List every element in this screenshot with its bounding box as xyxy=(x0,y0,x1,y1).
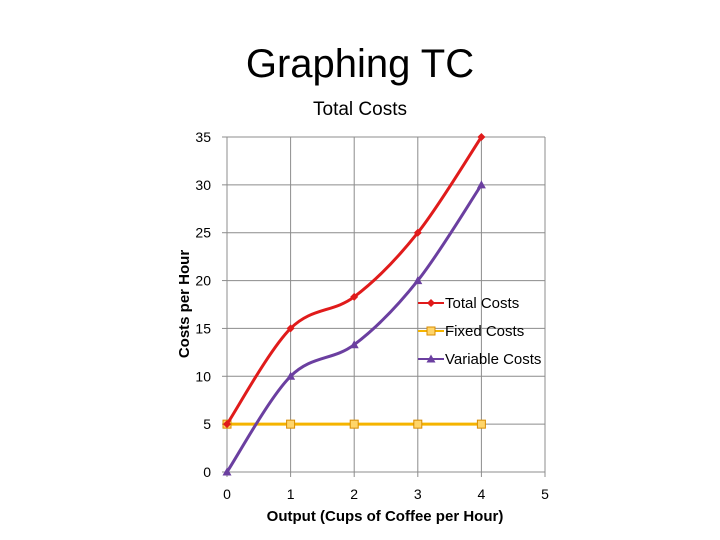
data-point-total-costs xyxy=(286,324,295,333)
data-point-fixed-costs xyxy=(349,419,359,429)
chart-title: Total Costs xyxy=(313,99,407,120)
data-point-total-costs xyxy=(413,228,422,237)
x-axis-title: Output (Cups of Coffee per Hour) xyxy=(267,508,504,525)
legend-label-fixed-costs: Fixed Costs xyxy=(445,323,524,340)
y-tick-label: 35 xyxy=(195,129,211,145)
data-point-fixed-costs xyxy=(413,419,423,429)
x-tick-label: 3 xyxy=(414,486,422,502)
y-tick-label: 15 xyxy=(195,320,211,336)
chart-grid xyxy=(227,136,546,472)
legend-marker-fixed-costs xyxy=(426,326,436,336)
y-tick-label: 30 xyxy=(195,177,211,193)
data-point-total-costs xyxy=(350,292,359,301)
y-tick-label: 5 xyxy=(203,416,211,432)
y-tick-label: 25 xyxy=(195,225,211,241)
data-point-variable-costs xyxy=(349,340,359,349)
chart-series xyxy=(222,133,486,476)
x-tick-label: 1 xyxy=(287,486,295,502)
legend-label-variable-costs: Variable Costs xyxy=(445,351,541,368)
data-point-fixed-costs xyxy=(476,419,486,429)
legend-marker-variable-costs xyxy=(426,354,436,363)
x-tick-label: 5 xyxy=(541,486,549,502)
data-point-total-costs xyxy=(223,420,231,429)
series-variable-costs xyxy=(222,180,486,476)
data-point-variable-costs xyxy=(286,371,296,380)
y-tick-label: 20 xyxy=(195,273,211,289)
x-tick-label: 2 xyxy=(350,486,358,502)
data-point-fixed-costs xyxy=(286,419,296,429)
slide-title: Graphing TC xyxy=(245,42,475,86)
data-point-variable-costs xyxy=(476,180,486,189)
series-total-costs xyxy=(223,133,486,429)
y-tick-label: 0 xyxy=(203,464,211,480)
legend-label-total-costs: Total Costs xyxy=(445,295,519,312)
data-point-variable-costs xyxy=(413,276,423,285)
series-fixed-costs xyxy=(222,419,486,429)
y-tick-label: 10 xyxy=(195,368,211,384)
x-axis-ticks: 0 1 2 3 4 5 xyxy=(223,486,549,502)
y-axis-ticks: 0 5 10 15 20 25 30 35 xyxy=(195,129,211,480)
legend-item-variable-costs: Variable Costs xyxy=(418,351,541,368)
legend-marker-total-costs xyxy=(427,299,435,307)
y-axis-title: Costs per Hour xyxy=(176,250,193,359)
x-tick-label: 4 xyxy=(478,486,486,502)
data-point-variable-costs xyxy=(222,467,232,476)
legend-item-total-costs: Total Costs xyxy=(418,295,519,312)
x-tick-label: 0 xyxy=(223,486,231,502)
chart-legend: Total Costs Fixed Costs Variable Costs xyxy=(418,295,541,368)
legend-item-fixed-costs: Fixed Costs xyxy=(418,323,524,340)
data-point-total-costs xyxy=(477,133,486,141)
